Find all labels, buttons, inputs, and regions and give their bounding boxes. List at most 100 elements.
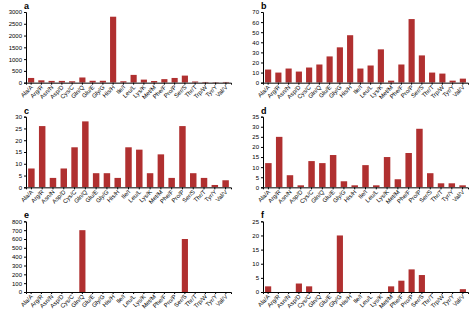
y-tick-label: 1500	[9, 45, 23, 51]
y-tick: 0	[256, 289, 263, 295]
y-tick-mark	[24, 83, 26, 84]
bar	[120, 81, 126, 82]
bar	[213, 292, 219, 293]
x-tick-mark	[298, 83, 299, 85]
y-tick-label: 100	[12, 281, 23, 287]
x-tick-mark	[204, 187, 205, 189]
y-tick-label: 20	[252, 60, 259, 66]
panel: Ala/AArg/RAsn/NAsp/DCys/CGln/QGlu/EGly/G…	[252, 106, 468, 205]
bars	[28, 121, 229, 187]
x-tick-mark	[365, 187, 366, 189]
bar	[151, 81, 157, 83]
x-tick-mark	[329, 83, 330, 85]
y-tick-mark	[24, 266, 26, 267]
y-axis-line	[24, 117, 27, 188]
x-tick-mark	[195, 292, 196, 294]
x-tick-mark	[343, 187, 344, 189]
x-tick-mark	[61, 292, 62, 294]
y-tick-label: 20	[252, 233, 259, 239]
bar	[319, 163, 325, 187]
bar	[79, 77, 85, 82]
y-tick-mark	[24, 221, 26, 222]
bar	[438, 183, 444, 187]
y-tick-label: 10	[252, 165, 259, 171]
bar	[90, 81, 96, 83]
bars	[265, 235, 466, 292]
x-tick-mark	[214, 187, 215, 189]
y-tick-mark	[261, 12, 263, 13]
x-tick-mark	[215, 292, 216, 294]
x-tick-mark	[452, 83, 453, 85]
bar	[378, 292, 384, 293]
x-tick-label: His/H	[106, 189, 121, 204]
y-axis: 0510152025	[252, 219, 263, 296]
bar	[223, 292, 229, 293]
y-tick-label: 5	[19, 173, 23, 179]
x-tick-mark	[354, 187, 355, 189]
y-tick: 5	[19, 173, 26, 179]
bar	[427, 173, 433, 187]
x-tick-mark	[74, 187, 75, 189]
y-tick-label: 400	[12, 254, 23, 260]
bars	[265, 19, 466, 83]
bar	[416, 129, 422, 188]
x-tick-mark	[160, 187, 161, 189]
y-tick-mark	[261, 250, 263, 251]
x-tick-mark	[51, 83, 52, 85]
x-tick: His/H	[338, 292, 353, 308]
y-tick-label: 5	[256, 175, 260, 181]
bar	[460, 289, 466, 292]
x-axis-line	[264, 188, 469, 190]
panel-label: b	[261, 1, 267, 11]
x-tick-mark	[139, 187, 140, 189]
y-tick-mark	[24, 248, 26, 249]
bar	[168, 178, 174, 187]
bar	[316, 292, 322, 293]
y-tick-label: 300	[12, 263, 23, 269]
x-tick-mark	[31, 187, 32, 189]
y-tick-label: 40	[252, 40, 259, 46]
bar	[151, 292, 157, 293]
y-tick-mark	[24, 128, 26, 129]
x-tick-mark	[319, 292, 320, 294]
x-tick: Val/V	[452, 292, 466, 308]
x-tick-mark	[143, 292, 144, 294]
y-tick: 600	[12, 236, 26, 242]
x-tick-mark	[408, 187, 409, 189]
y-tick-mark	[261, 22, 263, 23]
y-tick: 1000	[9, 57, 26, 63]
x-tick-mark	[154, 292, 155, 294]
bar	[223, 81, 229, 82]
x-tick-mark	[82, 292, 83, 294]
y-tick-label: 0	[19, 80, 23, 86]
bar	[362, 165, 368, 187]
x-tick-mark	[31, 292, 32, 294]
y-tick-label: 10	[252, 261, 259, 267]
bar	[330, 155, 336, 187]
x-tick-mark	[82, 83, 83, 85]
x-tick-mark	[370, 83, 371, 85]
x-tick: His/H	[106, 187, 121, 203]
bar	[28, 292, 34, 293]
x-tick-label: Val/V	[451, 189, 465, 203]
x-tick-mark	[113, 292, 114, 294]
y-tick: 5	[256, 175, 263, 181]
y-tick-mark	[261, 73, 263, 74]
y-tick-label: 0	[256, 80, 260, 86]
bar	[39, 126, 45, 187]
y-tick-label: 30	[252, 50, 259, 56]
x-tick-mark	[215, 83, 216, 85]
y-tick-mark	[24, 36, 26, 37]
x-tick-mark	[360, 83, 361, 85]
x-axis: Ala/AArg/RAsn/NAsp/DCys/CGln/QGlu/EGly/G…	[257, 187, 469, 205]
x-tick: His/H	[101, 83, 116, 99]
y-tick-mark	[24, 47, 26, 48]
y-tick-label: 20	[252, 144, 259, 150]
y-tick-label: 10	[252, 70, 259, 76]
x-tick-mark	[391, 292, 392, 294]
x-tick-mark	[150, 187, 151, 189]
x-tick-mark	[432, 83, 433, 85]
x-tick-mark	[225, 292, 226, 294]
bar	[49, 292, 55, 293]
y-tick: 300	[12, 263, 26, 269]
